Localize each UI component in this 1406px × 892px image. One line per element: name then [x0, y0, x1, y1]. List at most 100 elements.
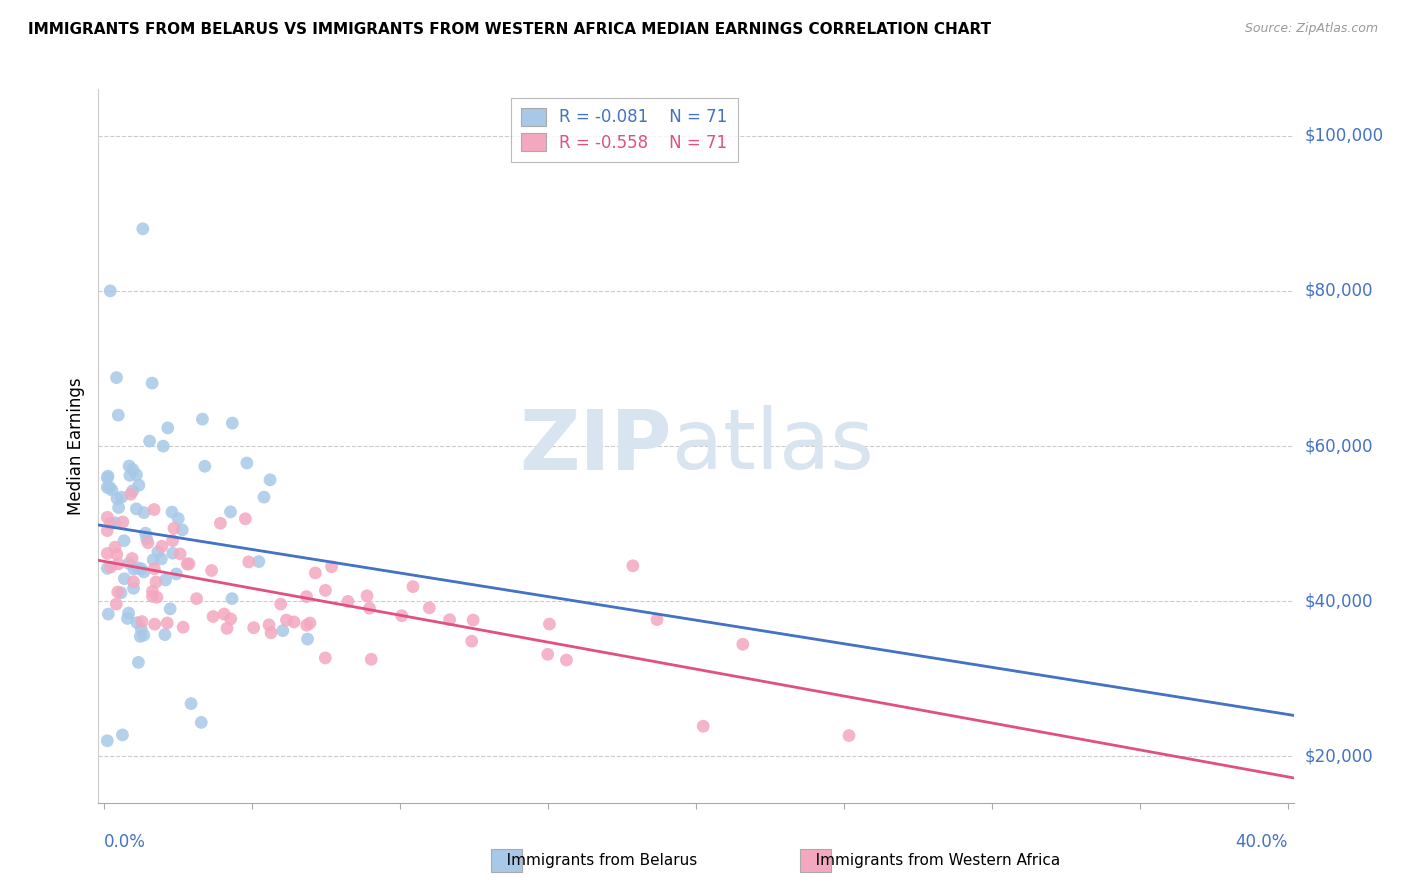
Point	[321, 559, 343, 574]
Point	[360, 652, 382, 666]
Point	[238, 555, 260, 569]
Point	[202, 609, 225, 624]
Point	[105, 491, 128, 506]
Point	[221, 591, 243, 606]
Text: 40.0%: 40.0%	[1236, 833, 1288, 851]
Point	[107, 557, 129, 571]
Legend: R = -0.081    N = 71, R = -0.558    N = 71: R = -0.081 N = 71, R = -0.558 N = 71	[510, 97, 738, 161]
Point	[212, 607, 235, 621]
Point	[143, 562, 166, 576]
Point	[257, 618, 280, 632]
Point	[96, 480, 118, 494]
Point	[180, 697, 202, 711]
Point	[838, 729, 860, 743]
Point	[186, 591, 208, 606]
Point	[110, 490, 132, 504]
Point	[122, 562, 145, 576]
Point	[314, 583, 336, 598]
Point	[129, 629, 152, 643]
Point	[127, 561, 149, 575]
Point	[146, 545, 169, 559]
Point	[96, 733, 118, 747]
Text: IMMIGRANTS FROM BELARUS VS IMMIGRANTS FROM WESTERN AFRICA MEDIAN EARNINGS CORREL: IMMIGRANTS FROM BELARUS VS IMMIGRANTS FR…	[28, 22, 991, 37]
Point	[162, 533, 184, 548]
Point	[105, 597, 128, 611]
Point	[247, 555, 270, 569]
Point	[121, 551, 143, 566]
Point	[132, 506, 155, 520]
Point	[356, 589, 378, 603]
Point	[219, 505, 242, 519]
Point	[176, 557, 198, 571]
Point	[142, 553, 165, 567]
Point	[336, 594, 359, 608]
Point	[107, 585, 129, 599]
Point	[131, 615, 153, 629]
Point	[96, 547, 118, 561]
Point	[122, 582, 145, 596]
Point	[141, 376, 163, 390]
Point	[276, 613, 298, 627]
Point	[439, 613, 461, 627]
Point	[194, 459, 217, 474]
Point	[131, 623, 153, 637]
Text: Immigrants from Western Africa: Immigrants from Western Africa	[801, 854, 1060, 868]
Point	[98, 480, 121, 494]
Point	[156, 421, 179, 435]
Point	[461, 634, 484, 648]
Point	[107, 408, 129, 422]
Text: ZIP: ZIP	[520, 406, 672, 486]
Point	[112, 572, 135, 586]
Point	[298, 615, 321, 630]
Point	[132, 628, 155, 642]
Point	[538, 617, 561, 632]
Point	[100, 560, 122, 574]
Point	[125, 501, 148, 516]
Point	[128, 478, 150, 492]
Point	[138, 434, 160, 448]
Point	[537, 648, 560, 662]
Text: $20,000: $20,000	[1305, 747, 1374, 765]
Point	[96, 561, 118, 575]
Point	[391, 608, 413, 623]
Point	[461, 613, 484, 627]
Point	[731, 637, 754, 651]
Text: atlas: atlas	[672, 406, 873, 486]
Point	[297, 632, 319, 646]
Point	[156, 615, 179, 630]
Point	[692, 719, 714, 733]
Point	[118, 458, 141, 473]
Point	[200, 564, 222, 578]
Point	[122, 574, 145, 589]
Point	[295, 618, 318, 632]
Point	[105, 370, 128, 384]
Point	[235, 512, 257, 526]
Text: $60,000: $60,000	[1305, 437, 1374, 455]
Point	[141, 584, 163, 599]
Text: $40,000: $40,000	[1305, 592, 1374, 610]
Text: $80,000: $80,000	[1305, 282, 1374, 300]
Point	[145, 574, 167, 589]
Point	[135, 532, 157, 546]
Point	[150, 552, 173, 566]
Point	[152, 439, 174, 453]
Point	[645, 613, 668, 627]
Point	[314, 651, 336, 665]
Point	[155, 573, 177, 587]
Point	[150, 539, 173, 553]
Point	[101, 483, 124, 497]
Point	[104, 516, 127, 530]
Point	[209, 516, 232, 531]
Point	[177, 557, 200, 571]
Point	[146, 591, 169, 605]
Point	[97, 469, 120, 483]
Point	[242, 621, 264, 635]
Text: 0.0%: 0.0%	[104, 833, 146, 851]
Point	[165, 566, 187, 581]
Point	[153, 627, 176, 641]
Point	[271, 624, 294, 638]
Point	[104, 540, 127, 554]
Point	[190, 715, 212, 730]
Text: Immigrants from Belarus: Immigrants from Belarus	[492, 854, 697, 868]
Point	[98, 284, 121, 298]
